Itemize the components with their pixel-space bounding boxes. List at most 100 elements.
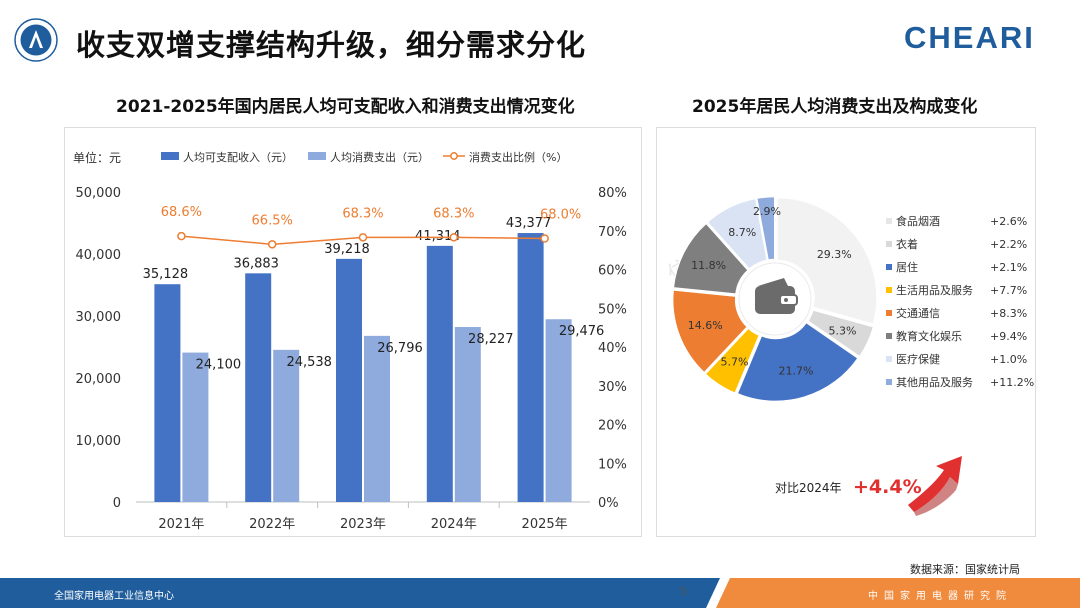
y2-tick-label: 60% bbox=[598, 264, 627, 279]
bar-income bbox=[517, 233, 544, 502]
pie-legend-name: 食品烟酒 bbox=[896, 214, 940, 228]
pie-slice-label: 5.7% bbox=[721, 356, 749, 369]
legend-swatch-0 bbox=[161, 152, 179, 160]
bar-spending-label: 28,227 bbox=[468, 332, 514, 347]
pie-slice-label: 2.9% bbox=[753, 205, 781, 218]
pie-legend-change: +7.7% bbox=[990, 284, 1027, 297]
x-tick-label: 2021年 bbox=[158, 517, 204, 532]
pie-legend-change: +2.2% bbox=[990, 238, 1027, 251]
pie-legend-change: +2.1% bbox=[990, 261, 1027, 274]
bar-income-label: 41,314 bbox=[415, 229, 461, 244]
wallet-icon bbox=[738, 262, 812, 336]
legend-label-0: 人均可支配收入（元） bbox=[183, 150, 293, 164]
bar-income bbox=[154, 284, 181, 502]
x-tick-label: 2025年 bbox=[522, 517, 568, 532]
y2-tick-label: 10% bbox=[598, 457, 627, 472]
chart-legend: 人均可支配收入（元） 人均消费支出（元） 消费支出比例（%） bbox=[161, 150, 567, 164]
bar-spending-label: 26,796 bbox=[377, 341, 423, 356]
pie-legend-name: 医疗保健 bbox=[896, 352, 940, 366]
pie-legend-name: 生活用品及服务 bbox=[896, 283, 973, 297]
pie-slice-2 bbox=[736, 321, 860, 403]
legend-line-marker bbox=[450, 152, 458, 160]
pie-legend-change: +1.0% bbox=[990, 353, 1027, 366]
pie-legend-swatch bbox=[886, 287, 892, 293]
ratio-point bbox=[358, 233, 368, 242]
pie-slice-6 bbox=[706, 197, 769, 271]
chart-axes: 010,00020,00030,00040,00050,0000%10%20%3… bbox=[76, 186, 627, 532]
pie-legend-swatch bbox=[886, 356, 892, 362]
pie-legend-name: 衣着 bbox=[896, 237, 918, 251]
pie-slice-label: 14.6% bbox=[688, 319, 723, 332]
compare-label: 对比2024年 bbox=[775, 481, 842, 495]
ratio-label: 68.3% bbox=[433, 206, 474, 221]
y2-tick-label: 20% bbox=[598, 419, 627, 434]
ratio-label: 66.5% bbox=[252, 213, 293, 228]
bar-spending-label: 24,538 bbox=[286, 355, 332, 370]
pie-legend-name: 居住 bbox=[896, 260, 918, 274]
legend-label-1: 人均消费支出（元） bbox=[330, 150, 429, 164]
bar-spending bbox=[454, 326, 481, 502]
pie-slice-label: 29.3% bbox=[817, 248, 852, 261]
y-tick-label: 0 bbox=[113, 496, 121, 511]
data-source: 数据来源：国家统计局 bbox=[910, 563, 1020, 576]
page-number: 5 bbox=[680, 585, 687, 598]
pie-slices bbox=[671, 195, 878, 403]
bar-income-label: 43,377 bbox=[506, 216, 552, 231]
bar-spending bbox=[545, 319, 572, 502]
ratio-label: 68.0% bbox=[540, 208, 581, 223]
pie-legend-swatch bbox=[886, 218, 892, 224]
footer-left-text: 全国家用电器工业信息中心 bbox=[54, 591, 174, 602]
bar-spending bbox=[364, 335, 390, 502]
compare-value: +4.4% bbox=[853, 476, 922, 498]
y2-tick-label: 0% bbox=[598, 496, 619, 511]
y2-tick-label: 50% bbox=[598, 302, 627, 317]
pie-slice-3 bbox=[704, 327, 761, 395]
bar-income bbox=[245, 273, 272, 502]
ratio-point bbox=[177, 231, 186, 241]
pie-legend-swatch bbox=[886, 333, 892, 339]
x-tick-label: 2022年 bbox=[249, 517, 295, 532]
bar-income-label: 35,128 bbox=[143, 267, 189, 282]
chart-marks: 35,128 24,100 36,883 24,538 39,218 26,796 41,3… bbox=[143, 205, 604, 502]
legend-label-2: 消费支出比例（%） bbox=[469, 150, 567, 164]
ratio-point bbox=[449, 233, 459, 242]
bar-income bbox=[336, 258, 362, 502]
pie-legend-swatch bbox=[886, 310, 892, 316]
footer-right-text: 中国家用电器研究院 bbox=[868, 591, 1012, 602]
pie-slice-1 bbox=[806, 309, 875, 358]
pie-slice-0 bbox=[776, 196, 878, 326]
pie-legend-swatch bbox=[886, 241, 892, 247]
pie-slice-label: 5.3% bbox=[829, 325, 857, 338]
right-chart-title: 2025年居民人均消费支出及构成变化 bbox=[692, 97, 978, 117]
pie-slice-4 bbox=[671, 289, 749, 374]
pie-legend-swatch bbox=[886, 264, 892, 270]
pie-slice-label: 21.7% bbox=[779, 364, 814, 377]
header: 收支双增支撑结构升级，细分需求分化 CHEARI bbox=[0, 0, 1080, 78]
pie-legend-change: +2.6% bbox=[990, 215, 1027, 228]
page-title: 收支双增支撑结构升级，细分需求分化 bbox=[76, 28, 587, 62]
bar-spending bbox=[182, 352, 209, 502]
pie-slice-label: 11.8% bbox=[691, 259, 726, 272]
ratio-label: 68.6% bbox=[161, 205, 202, 220]
brand-logo: CHEARI bbox=[904, 20, 1035, 55]
pie-legend-change: +8.3% bbox=[990, 307, 1027, 320]
pie-legend-change: +11.2% bbox=[990, 376, 1034, 389]
bar-income-label: 39,218 bbox=[324, 242, 370, 257]
pie-legend-name: 教育文化娱乐 bbox=[896, 329, 962, 343]
pie-legend: 食品烟酒 +2.6% 衣着 +2.2% 居住 +2.1% 生活用品及服务 +7.7% 交通通信 +… bbox=[886, 214, 1034, 389]
ratio-point bbox=[540, 234, 549, 243]
bar-income bbox=[426, 245, 453, 502]
y-tick-label: 50,000 bbox=[76, 186, 122, 201]
logo-icon bbox=[14, 18, 58, 62]
y2-tick-label: 30% bbox=[598, 380, 627, 395]
bar-spending bbox=[273, 349, 300, 502]
x-tick-label: 2023年 bbox=[340, 517, 386, 532]
pie-legend-swatch bbox=[886, 379, 892, 385]
legend-swatch-1 bbox=[308, 152, 326, 160]
pie-legend-change: +9.4% bbox=[990, 330, 1027, 343]
pie-slice-7 bbox=[755, 195, 776, 261]
pie-legend-name: 交通通信 bbox=[896, 306, 940, 320]
bar-income-label: 36,883 bbox=[233, 256, 279, 271]
